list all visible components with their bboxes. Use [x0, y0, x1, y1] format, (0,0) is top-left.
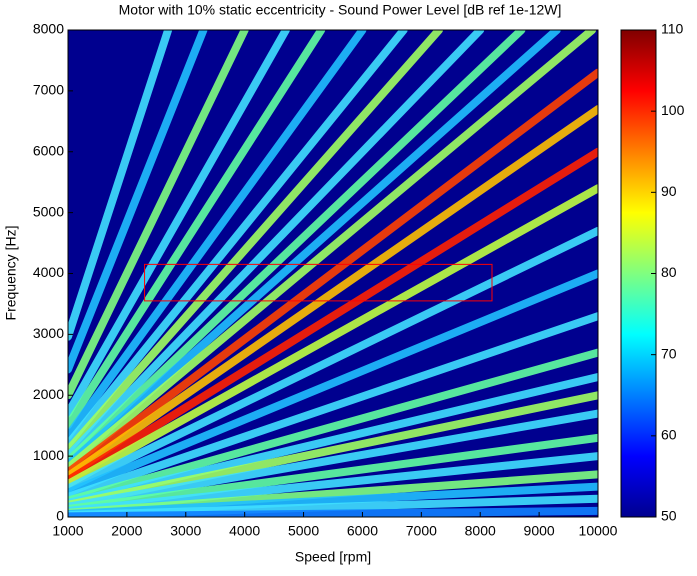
plot-lines [68, 30, 598, 517]
colorbar-tick-label: 100 [661, 102, 685, 118]
y-tick-label: 5000 [33, 203, 64, 219]
order-line [68, 391, 598, 509]
x-tick-label: 8000 [465, 523, 496, 539]
y-tick-label: 7000 [33, 82, 64, 98]
order-line [68, 30, 526, 465]
chart-title: Motor with 10% static eccentricity - Sou… [119, 2, 562, 18]
order-line [68, 226, 598, 493]
order-line [68, 312, 598, 501]
order-line [68, 68, 598, 477]
y-tick-label: 8000 [33, 21, 64, 37]
x-tick-label: 7000 [406, 523, 437, 539]
order-line [68, 348, 598, 505]
colorbar-tick-label: 80 [661, 264, 677, 280]
order-line [68, 30, 326, 430]
order-line [68, 147, 598, 485]
order-line [68, 105, 598, 481]
x-tick-label: 1000 [52, 523, 83, 539]
colorbar-tick-label: 60 [661, 427, 677, 443]
x-axis-label: Speed [rpm] [295, 549, 371, 565]
colorbar-tick-label: 90 [661, 183, 677, 199]
order-line [68, 30, 173, 341]
order-line [68, 30, 597, 472]
order-line [68, 30, 290, 418]
x-tick-label: 10000 [579, 523, 618, 539]
y-tick-label: 4000 [33, 264, 64, 280]
order-line [68, 184, 598, 489]
order-line [68, 30, 485, 461]
order-line [68, 30, 249, 400]
order-line [68, 30, 208, 374]
order-line [68, 30, 408, 449]
colorbar-tick-label: 70 [661, 345, 677, 361]
colorbar-tick-label: 50 [661, 508, 677, 524]
x-tick-label: 4000 [229, 523, 260, 539]
order-line [68, 30, 367, 440]
x-tick-label: 9000 [524, 523, 555, 539]
colorbar [620, 29, 657, 518]
y-tick-label: 3000 [33, 325, 64, 341]
order-line [68, 372, 598, 507]
order-line [68, 452, 598, 515]
order-line [68, 506, 598, 517]
y-axis-label: Frequency [Hz] [3, 226, 19, 321]
highlight-box [144, 263, 493, 302]
y-tick-label: 1000 [33, 447, 64, 463]
order-line [68, 409, 598, 511]
y-tick-label: 0 [56, 508, 64, 524]
order-line [68, 30, 561, 469]
x-tick-label: 6000 [347, 523, 378, 539]
x-tick-label: 5000 [288, 523, 319, 539]
colorbar-tick-label: 110 [661, 21, 684, 37]
order-line [68, 30, 443, 455]
y-tick-label: 6000 [33, 142, 64, 158]
x-tick-label: 3000 [170, 523, 201, 539]
x-tick-label: 2000 [111, 523, 142, 539]
order-line [68, 269, 598, 497]
order-line [68, 433, 598, 514]
y-tick-label: 2000 [33, 386, 64, 402]
